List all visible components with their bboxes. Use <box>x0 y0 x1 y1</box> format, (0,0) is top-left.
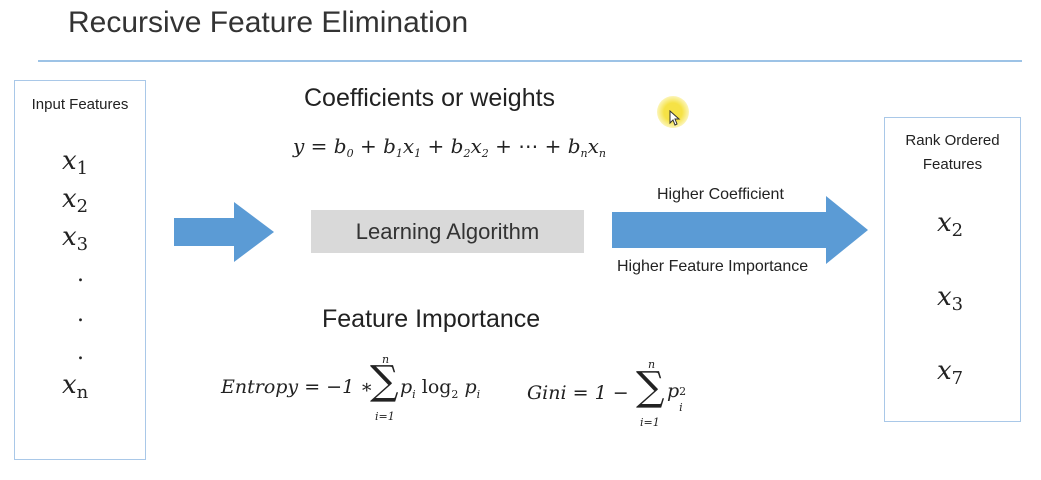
arrow-bottom-label: Higher Feature Importance <box>617 258 809 275</box>
title-divider <box>38 60 1022 62</box>
gini-sum-symbol: ∑ <box>636 364 665 410</box>
page-title: Recursive Feature Elimination <box>68 6 469 39</box>
ranked-feature-x3: x3 <box>937 282 964 315</box>
feature-importance-heading: Feature Importance <box>322 305 541 333</box>
entropy-formula-lhs: Entropy = −1 ∗ <box>221 376 374 398</box>
ellipsis-dot: . <box>77 302 84 327</box>
entropy-sum-lower: i=1 <box>375 410 395 423</box>
rank-ordered-features-box <box>884 117 1021 422</box>
rank-ordered-heading-line1: Rank Ordered <box>905 132 1000 149</box>
rank-ordered-heading-line2: Features <box>922 156 983 173</box>
input-to-algorithm-arrow <box>174 202 274 262</box>
input-features-heading: Input Features <box>31 96 129 113</box>
gini-sum-lower: i=1 <box>640 416 660 429</box>
ellipsis-dot: . <box>77 262 84 287</box>
entropy-sum-symbol: ∑ <box>370 358 399 404</box>
input-feature-x3: x3 <box>62 222 89 255</box>
entropy-formula-term: pi log2 pi <box>400 376 481 401</box>
entropy-sum-upper: n <box>382 353 390 366</box>
ranked-feature-x2: x2 <box>937 208 964 241</box>
gini-formula-lhs: Gini = 1 − <box>527 382 629 404</box>
ranked-feature-x7: x7 <box>937 356 964 389</box>
gini-sum-upper: n <box>648 358 656 371</box>
coefficients-heading: Coefficients or weights <box>304 84 556 112</box>
learning-algorithm-box: Learning Algorithm <box>311 210 584 253</box>
arrow-top-label: Higher Coefficient <box>657 186 784 203</box>
cursor-highlight <box>657 96 689 128</box>
algorithm-to-rank-arrow <box>612 196 868 264</box>
input-feature-xn: xn <box>62 370 89 403</box>
linear-equation: y = b0 + b1x1 + b2x2 + ⋯ + bnxn <box>293 134 606 160</box>
input-feature-x2: x2 <box>62 184 89 217</box>
learning-algorithm-label: Learning Algorithm <box>355 218 540 244</box>
mouse-pointer-icon <box>669 110 681 126</box>
input-feature-x1: x1 <box>62 146 89 179</box>
input-features-box <box>14 80 146 460</box>
ellipsis-dot: . <box>77 340 84 365</box>
